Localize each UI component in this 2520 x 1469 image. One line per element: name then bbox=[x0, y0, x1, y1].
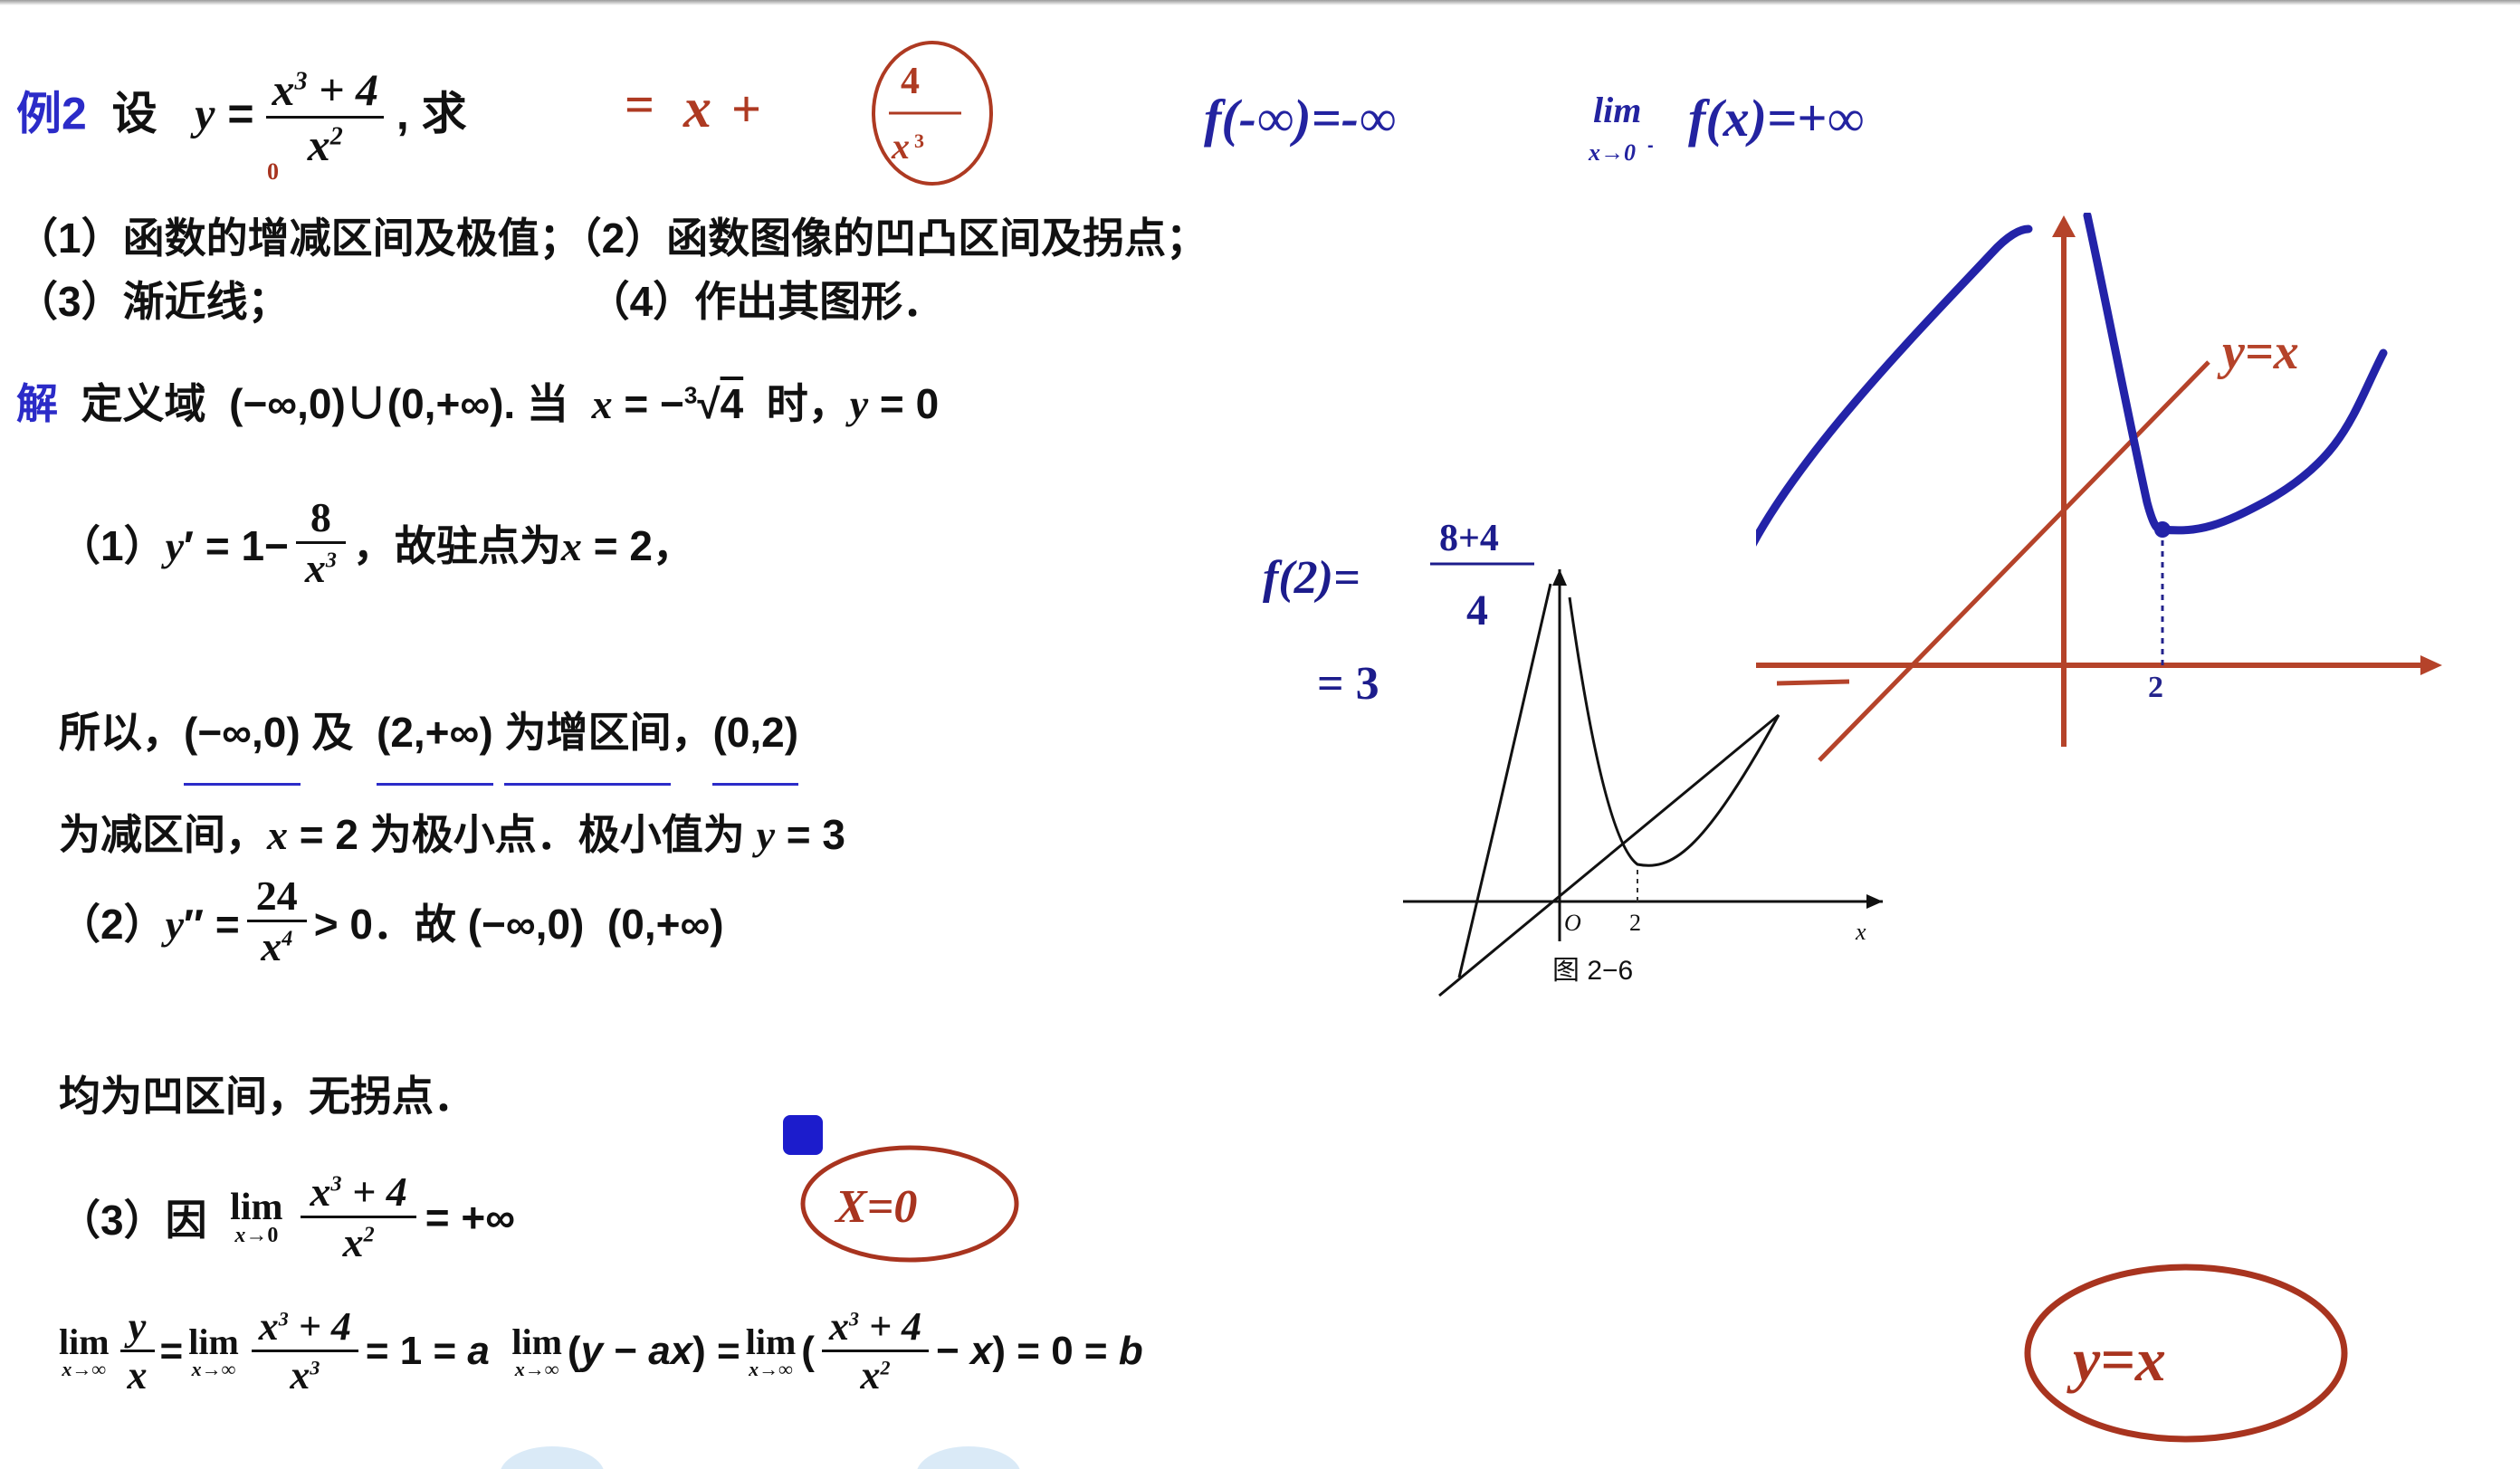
svg-text:-: - bbox=[1647, 136, 1654, 156]
svg-text:O: O bbox=[1564, 910, 1581, 936]
svg-text:3: 3 bbox=[914, 129, 924, 152]
svg-text:f(-∞)=-∞: f(-∞)=-∞ bbox=[1204, 89, 1396, 148]
svg-text:y=x: y=x bbox=[2067, 1325, 2166, 1394]
svg-text:x: x bbox=[1855, 919, 1866, 945]
svg-text:+: + bbox=[731, 80, 761, 138]
svg-text:f(x)=+∞: f(x)=+∞ bbox=[1688, 89, 1864, 148]
svg-text:2: 2 bbox=[1629, 910, 1641, 936]
svg-text:x: x bbox=[891, 126, 910, 167]
svg-text:4: 4 bbox=[901, 61, 920, 102]
svg-text:=: = bbox=[625, 75, 654, 134]
svg-text:X=0: X=0 bbox=[834, 1181, 917, 1233]
svg-text:图 2−6: 图 2−6 bbox=[1552, 956, 1633, 986]
svg-text:y=x: y=x bbox=[2217, 324, 2299, 380]
svg-text:lim: lim bbox=[1593, 90, 1641, 130]
svg-text:f(2)=: f(2)= bbox=[1263, 552, 1360, 604]
svg-text:2: 2 bbox=[2148, 671, 2163, 704]
svg-text:x→0: x→0 bbox=[1588, 139, 1636, 166]
svg-text:x: x bbox=[682, 78, 711, 139]
